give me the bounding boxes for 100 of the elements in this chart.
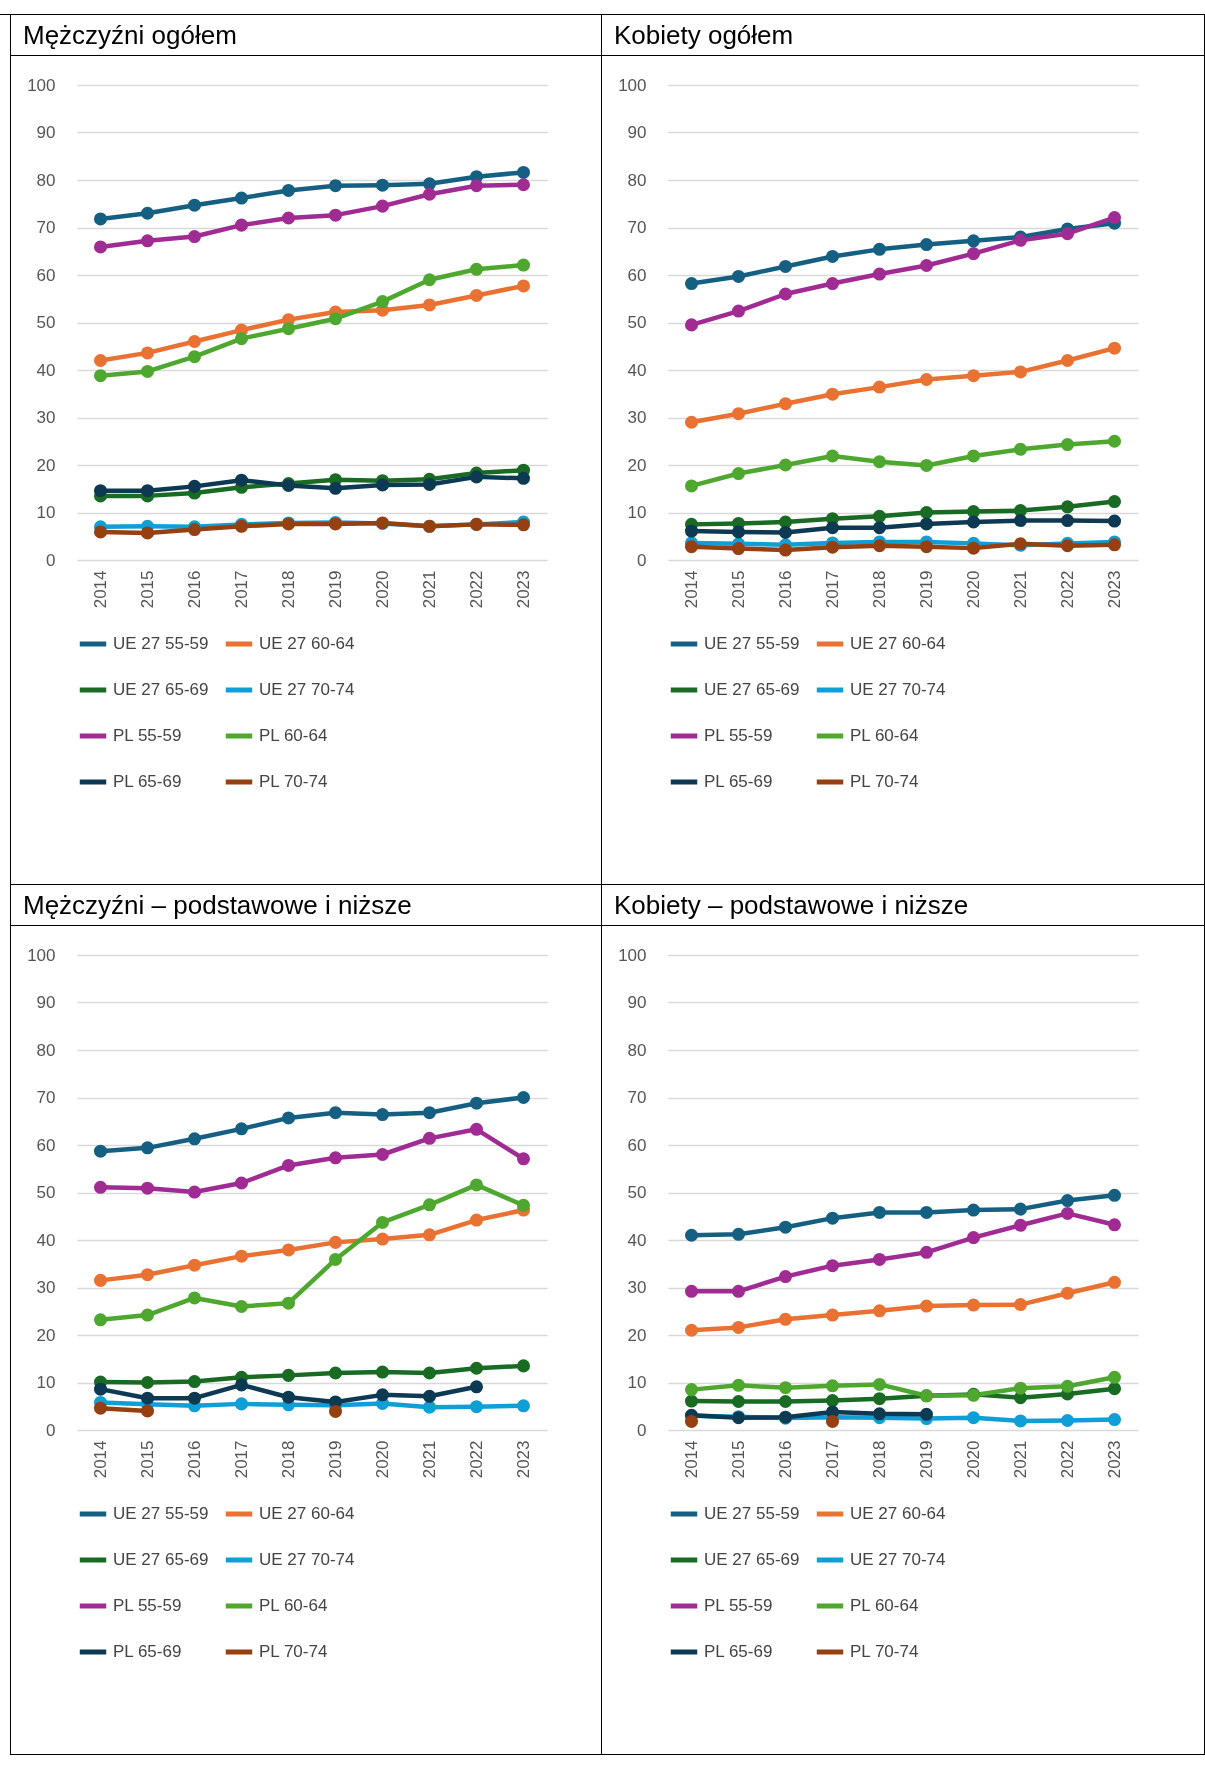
y-tick-label: 0: [637, 1420, 647, 1440]
y-tick-label: 60: [36, 265, 56, 285]
y-tick-label: 70: [36, 1088, 56, 1107]
y-tick-label: 50: [36, 1183, 56, 1202]
x-tick-label: 2016: [185, 1440, 204, 1479]
y-tick-label: 40: [627, 360, 647, 380]
legend-label: UE 27 55-59: [704, 634, 800, 653]
legend-label: PL 70-74: [850, 1642, 919, 1661]
x-tick-label: 2022: [1058, 570, 1077, 609]
chart-title: Mężczyźni – podstawowe i niższe: [11, 885, 601, 926]
y-tick-label: 60: [627, 1135, 647, 1155]
x-tick-label: 2022: [467, 570, 486, 609]
legend-label: UE 27 70-74: [850, 1550, 946, 1569]
x-tick-label: 2015: [729, 570, 748, 609]
y-tick-label: 80: [627, 1040, 647, 1060]
y-tick-label: 100: [27, 945, 56, 965]
legend-label: UE 27 65-69: [704, 1550, 800, 1569]
x-tick-label: 2018: [870, 1440, 889, 1479]
x-tick-label: 2017: [823, 570, 842, 609]
x-tick-label: 2016: [776, 1440, 795, 1479]
y-tick-label: 60: [627, 265, 647, 285]
x-tick-label: 2021: [1011, 1440, 1030, 1479]
legend-label: UE 27 65-69: [113, 1550, 209, 1569]
x-tick-label: 2020: [964, 570, 983, 609]
legend-label: PL 65-69: [704, 1642, 773, 1661]
legend-label: PL 60-64: [259, 726, 328, 745]
x-tick-label: 2018: [279, 1440, 298, 1479]
y-tick-label: 50: [36, 313, 56, 332]
x-tick-label: 2014: [91, 570, 110, 609]
y-tick-label: 100: [618, 945, 647, 965]
x-tick-label: 2021: [420, 1440, 439, 1479]
y-tick-label: 0: [46, 550, 56, 570]
y-tick-label: 0: [46, 1420, 56, 1440]
y-tick-label: 70: [36, 218, 56, 237]
legend-label: PL 55-59: [113, 1596, 182, 1615]
x-tick-label: 2020: [373, 1440, 392, 1479]
x-tick-label: 2015: [729, 1440, 748, 1479]
legend-label: UE 27 60-64: [850, 634, 946, 653]
legend-label: PL 60-64: [259, 1596, 328, 1615]
x-tick-label: 2016: [776, 570, 795, 609]
x-tick-label: 2014: [91, 1440, 110, 1479]
y-tick-label: 10: [36, 1373, 56, 1392]
y-tick-label: 50: [627, 313, 647, 332]
x-tick-label: 2021: [420, 570, 439, 609]
x-tick-label: 2022: [1058, 1440, 1077, 1479]
legend-label: UE 27 70-74: [259, 1550, 355, 1569]
y-tick-label: 70: [627, 1088, 647, 1107]
x-tick-label: 2019: [917, 1440, 936, 1479]
x-tick-label: 2016: [185, 570, 204, 609]
y-tick-label: 20: [627, 455, 647, 475]
legend-label: UE 27 60-64: [259, 634, 355, 653]
x-tick-label: 2022: [467, 1440, 486, 1479]
y-tick-label: 80: [36, 170, 56, 190]
y-tick-label: 90: [627, 123, 647, 142]
legend-label: UE 27 55-59: [113, 634, 209, 653]
legend-label: PL 55-59: [704, 726, 773, 745]
x-tick-label: 2021: [1011, 570, 1030, 609]
y-tick-label: 50: [627, 1183, 647, 1202]
y-tick-label: 30: [627, 1278, 647, 1297]
x-tick-label: 2023: [514, 570, 533, 609]
chart-title: Kobiety – podstawowe i niższe: [602, 885, 1204, 926]
y-tick-label: 90: [36, 123, 56, 142]
y-tick-label: 80: [627, 170, 647, 190]
legend-label: UE 27 65-69: [113, 680, 209, 699]
legend-label: PL 60-64: [850, 726, 919, 745]
chart-title: Mężczyźni ogółem: [11, 15, 601, 56]
y-tick-label: 30: [627, 408, 647, 427]
x-tick-label: 2023: [514, 1440, 533, 1479]
legend-label: UE 27 70-74: [259, 680, 355, 699]
x-tick-label: 2020: [964, 1440, 983, 1479]
y-tick-label: 40: [36, 360, 56, 380]
legend-label: UE 27 60-64: [259, 1504, 355, 1523]
x-tick-label: 2019: [917, 570, 936, 609]
x-tick-label: 2015: [138, 570, 157, 609]
x-tick-label: 2018: [870, 570, 889, 609]
legend-label: PL 65-69: [113, 772, 182, 791]
legend-label: UE 27 70-74: [850, 680, 946, 699]
x-tick-label: 2014: [682, 1440, 701, 1479]
x-tick-label: 2017: [232, 570, 251, 609]
legend-label: PL 70-74: [259, 1642, 328, 1661]
y-tick-label: 100: [618, 75, 647, 95]
y-tick-label: 80: [36, 1040, 56, 1060]
x-tick-label: 2018: [279, 570, 298, 609]
legend-label: PL 65-69: [113, 1642, 182, 1661]
x-tick-label: 2020: [373, 570, 392, 609]
y-tick-label: 20: [627, 1325, 647, 1345]
x-tick-label: 2023: [1105, 570, 1124, 609]
x-tick-label: 2017: [823, 1440, 842, 1479]
legend-label: PL 65-69: [704, 772, 773, 791]
y-tick-label: 70: [627, 218, 647, 237]
y-tick-label: 20: [36, 455, 56, 475]
y-tick-label: 40: [36, 1230, 56, 1250]
y-tick-label: 100: [27, 75, 56, 95]
legend-label: PL 60-64: [850, 1596, 919, 1615]
x-tick-label: 2023: [1105, 1440, 1124, 1479]
y-tick-label: 20: [36, 1325, 56, 1345]
legend-label: UE 27 65-69: [704, 680, 800, 699]
legend-label: PL 55-59: [113, 726, 182, 745]
x-tick-label: 2015: [138, 1440, 157, 1479]
x-tick-label: 2019: [326, 570, 345, 609]
